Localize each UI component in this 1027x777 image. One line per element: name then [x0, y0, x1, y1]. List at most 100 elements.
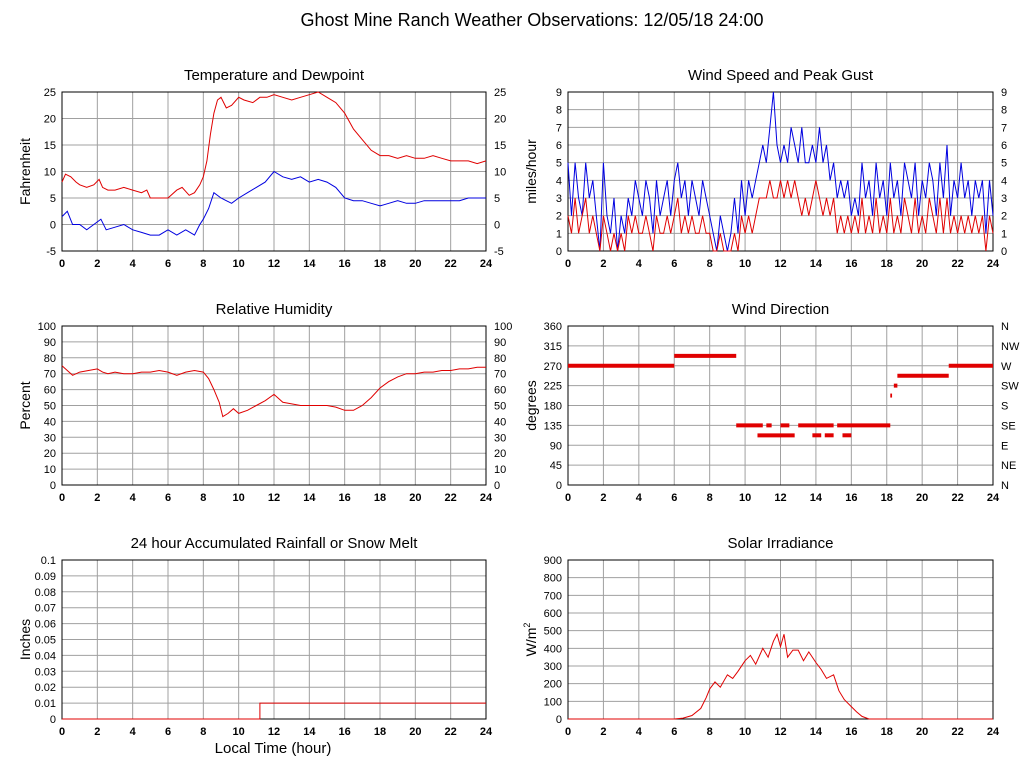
y-tick-label: 135: [544, 420, 562, 432]
x-tick-label: 16: [339, 492, 351, 504]
x-tick-label: 20: [409, 726, 421, 738]
chart-rain: 24 hour Accumulated Rainfall or Snow Mel…: [17, 535, 493, 738]
y-tick-label: 1: [556, 228, 562, 240]
series-line-1: [61, 365, 486, 418]
series-line-1: [567, 91, 994, 252]
y-axis-label-sup: 2: [522, 623, 532, 628]
y-tick-label: 100: [38, 321, 56, 333]
x-tick-label: 8: [707, 726, 713, 738]
x-tick-label: 18: [374, 258, 386, 270]
x-tick-label: 10: [739, 492, 751, 504]
y-tick-label: 50: [44, 401, 56, 413]
y-tick-label: 6: [556, 140, 562, 152]
y-tick-label: 0.03: [35, 666, 56, 678]
right-tick-label: 40: [494, 416, 506, 428]
right-tick-label: N: [1001, 321, 1009, 333]
x-tick-label: 16: [845, 492, 857, 504]
x-tick-label: 16: [339, 258, 351, 270]
right-tick-label: NE: [1001, 460, 1016, 472]
x-tick-label: 8: [707, 492, 713, 504]
y-tick-label: 900: [544, 555, 562, 567]
x-tick-label: 2: [94, 258, 100, 270]
y-tick-label: 0: [556, 480, 562, 492]
series-line-1: [62, 702, 486, 720]
x-tick-label: 14: [303, 258, 316, 270]
y-tick-label: 20: [44, 448, 56, 460]
y-tick-label: 0.07: [35, 603, 56, 615]
x-tick-label: 6: [671, 258, 677, 270]
y-tick-label: 2: [556, 211, 562, 223]
x-tick-label: 14: [303, 726, 316, 738]
y-tick-label: 5: [50, 193, 56, 205]
right-tick-label: 2: [1001, 211, 1007, 223]
y-tick-label: 360: [544, 321, 562, 333]
x-tick-label: 0: [565, 492, 571, 504]
right-tick-label: 30: [494, 432, 506, 444]
y-axis-label: W/m2: [522, 623, 539, 657]
x-tick-label: 4: [130, 258, 137, 270]
x-tick-label: 20: [409, 258, 421, 270]
x-tick-label: 12: [774, 258, 786, 270]
right-tick-label: 8: [1001, 105, 1007, 117]
right-tick-label: 9: [1001, 87, 1007, 99]
x-tick-label: 0: [59, 726, 65, 738]
x-tick-label: 22: [445, 258, 457, 270]
x-tick-label: 12: [268, 258, 280, 270]
x-tick-label: 24: [480, 258, 493, 270]
y-tick-label: 0.09: [35, 571, 56, 583]
x-tick-label: 14: [810, 492, 823, 504]
y-tick-label: 100: [544, 696, 562, 708]
y-tick-label: 0: [556, 246, 562, 258]
y-tick-label: 45: [550, 460, 562, 472]
y-tick-label: 600: [544, 608, 562, 620]
right-tick-label: 20: [494, 448, 506, 460]
x-tick-label: 10: [233, 492, 245, 504]
right-tick-label: NW: [1001, 341, 1020, 353]
x-tick-label: 20: [409, 492, 421, 504]
plot-frame: [61, 559, 487, 720]
chart-title: 24 hour Accumulated Rainfall or Snow Mel…: [131, 535, 419, 552]
x-tick-label: 6: [165, 258, 171, 270]
y-tick-label: 500: [544, 626, 562, 638]
y-tick-label: 0.05: [35, 635, 56, 647]
plot-frame: [567, 559, 994, 720]
y-tick-label: 4: [556, 175, 562, 187]
x-tick-label: 6: [671, 492, 677, 504]
x-tick-label: 22: [445, 726, 457, 738]
x-tick-label: 14: [303, 492, 316, 504]
y-tick-label: 800: [544, 573, 562, 585]
y-tick-label: 315: [544, 341, 562, 353]
right-tick-label: 0: [494, 480, 500, 492]
chart-title: Temperature and Dewpoint: [184, 67, 365, 84]
y-axis-label: degrees: [523, 380, 539, 431]
x-tick-label: 18: [881, 258, 893, 270]
x-tick-label: 0: [565, 258, 571, 270]
y-tick-label: 15: [44, 140, 56, 152]
right-tick-label: 7: [1001, 122, 1007, 134]
right-tick-label: 3: [1001, 193, 1007, 205]
right-tick-label: 70: [494, 369, 506, 381]
x-tick-label: 8: [707, 258, 713, 270]
x-tick-label: 16: [339, 726, 351, 738]
x-tick-label: 12: [774, 726, 786, 738]
gridlines: [567, 91, 994, 252]
right-tick-label: W: [1001, 361, 1012, 373]
x-tick-label: 2: [94, 726, 100, 738]
chart-title: Relative Humidity: [216, 301, 333, 318]
y-tick-label: 25: [44, 87, 56, 99]
x-tick-label: 24: [987, 492, 1000, 504]
y-axis-label: Percent: [17, 381, 33, 429]
chart-title: Wind Direction: [732, 301, 830, 318]
series-line-2: [61, 170, 486, 236]
y-tick-label: 400: [544, 643, 562, 655]
y-tick-label: 30: [44, 432, 56, 444]
y-tick-label: 700: [544, 590, 562, 602]
right-tick-label: 5: [1001, 158, 1007, 170]
x-tick-label: 0: [59, 258, 65, 270]
right-tick-label: 5: [494, 193, 500, 205]
y-tick-label: -5: [46, 246, 56, 258]
y-tick-label: 0: [556, 714, 562, 726]
x-tick-label: 24: [987, 258, 1000, 270]
